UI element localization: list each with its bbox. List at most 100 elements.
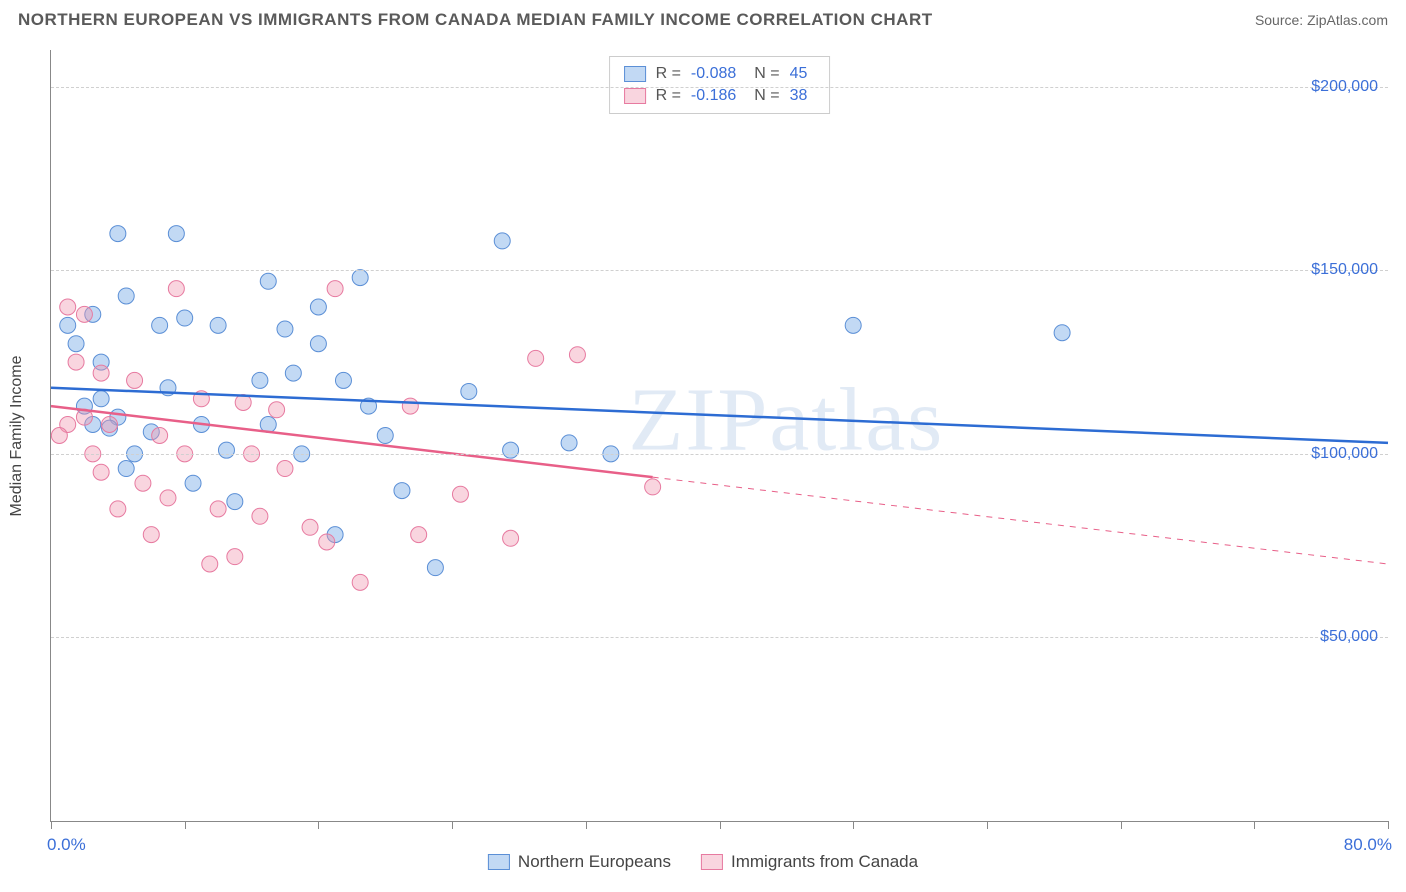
x-tick <box>987 821 988 829</box>
legend-item: Northern Europeans <box>488 852 671 872</box>
data-point <box>202 556 218 572</box>
data-point <box>143 527 159 543</box>
data-point <box>76 306 92 322</box>
data-point <box>252 372 268 388</box>
data-point <box>127 372 143 388</box>
data-point <box>461 383 477 399</box>
data-point <box>494 233 510 249</box>
stat-n-value: 38 <box>790 87 808 105</box>
x-tick <box>318 821 319 829</box>
y-tick-label: $200,000 <box>1311 78 1378 96</box>
data-point <box>503 530 519 546</box>
data-point <box>118 461 134 477</box>
data-point <box>110 226 126 242</box>
chart-frame: Median Family Income ZIPatlas R =-0.088N… <box>50 50 1388 822</box>
y-tick-label: $100,000 <box>1311 445 1378 463</box>
data-point <box>335 372 351 388</box>
data-point <box>310 336 326 352</box>
data-point <box>285 365 301 381</box>
chart-source: Source: ZipAtlas.com <box>1255 12 1388 28</box>
stat-r-label: R = <box>656 87 681 105</box>
chart-title: NORTHERN EUROPEAN VS IMMIGRANTS FROM CAN… <box>18 10 933 30</box>
data-point <box>352 574 368 590</box>
data-point <box>452 486 468 502</box>
data-point <box>260 273 276 289</box>
data-point <box>110 501 126 517</box>
data-point <box>168 226 184 242</box>
data-point <box>118 288 134 304</box>
legend-stat-row: R = -0.186 N = 38 <box>624 85 816 107</box>
trend-line-extrapolated <box>653 477 1388 564</box>
legend-label: Northern Europeans <box>518 852 671 872</box>
data-point <box>93 464 109 480</box>
x-tick <box>1388 821 1389 829</box>
data-point <box>227 494 243 510</box>
legend-stats: R = -0.088 N = 45 R = -0.186 N = 38 <box>609 56 831 114</box>
data-point <box>845 317 861 333</box>
data-point <box>402 398 418 414</box>
data-point <box>177 310 193 326</box>
x-tick <box>720 821 721 829</box>
data-point <box>528 350 544 366</box>
data-point <box>569 347 585 363</box>
x-tick <box>1254 821 1255 829</box>
gridline <box>51 454 1388 455</box>
x-tick <box>1121 821 1122 829</box>
data-point <box>561 435 577 451</box>
data-point <box>227 549 243 565</box>
data-point <box>327 281 343 297</box>
data-point <box>210 317 226 333</box>
data-point <box>60 317 76 333</box>
y-axis-label: Median Family Income <box>8 355 26 516</box>
gridline <box>51 87 1388 88</box>
stat-r-value: -0.186 <box>691 87 736 105</box>
data-point <box>152 428 168 444</box>
data-point <box>310 299 326 315</box>
legend-swatch <box>488 854 510 870</box>
data-point <box>218 442 234 458</box>
data-point <box>168 281 184 297</box>
y-tick-label: $50,000 <box>1320 628 1378 646</box>
stat-r-value: -0.088 <box>691 65 736 83</box>
data-point <box>302 519 318 535</box>
data-point <box>411 527 427 543</box>
data-point <box>427 560 443 576</box>
x-min-label: 0.0% <box>47 835 86 855</box>
stat-n-label: N = <box>754 65 779 83</box>
data-point <box>93 391 109 407</box>
chart-header: NORTHERN EUROPEAN VS IMMIGRANTS FROM CAN… <box>0 0 1406 38</box>
x-tick <box>586 821 587 829</box>
legend-swatch <box>701 854 723 870</box>
data-point <box>319 534 335 550</box>
data-point <box>503 442 519 458</box>
data-point <box>101 416 117 432</box>
data-point <box>277 461 293 477</box>
data-point <box>93 365 109 381</box>
data-point <box>394 483 410 499</box>
data-point <box>51 428 67 444</box>
legend-stat-row: R =-0.088N =45 <box>624 63 816 85</box>
data-point <box>210 501 226 517</box>
plot-svg <box>51 50 1388 821</box>
data-point <box>352 270 368 286</box>
x-tick <box>185 821 186 829</box>
data-point <box>68 354 84 370</box>
legend-swatch <box>624 88 646 104</box>
x-tick <box>452 821 453 829</box>
legend-swatch <box>624 66 646 82</box>
x-max-label: 80.0% <box>1344 835 1392 855</box>
legend-series: Northern Europeans Immigrants from Canada <box>488 852 918 872</box>
stat-n-label: N = <box>754 87 779 105</box>
trend-line <box>51 388 1388 443</box>
data-point <box>60 299 76 315</box>
data-point <box>269 402 285 418</box>
x-tick <box>853 821 854 829</box>
stat-n-value: 45 <box>790 65 808 83</box>
legend-label: Immigrants from Canada <box>731 852 918 872</box>
data-point <box>160 490 176 506</box>
data-point <box>68 336 84 352</box>
legend-item: Immigrants from Canada <box>701 852 918 872</box>
data-point <box>135 475 151 491</box>
data-point <box>645 479 661 495</box>
gridline <box>51 270 1388 271</box>
